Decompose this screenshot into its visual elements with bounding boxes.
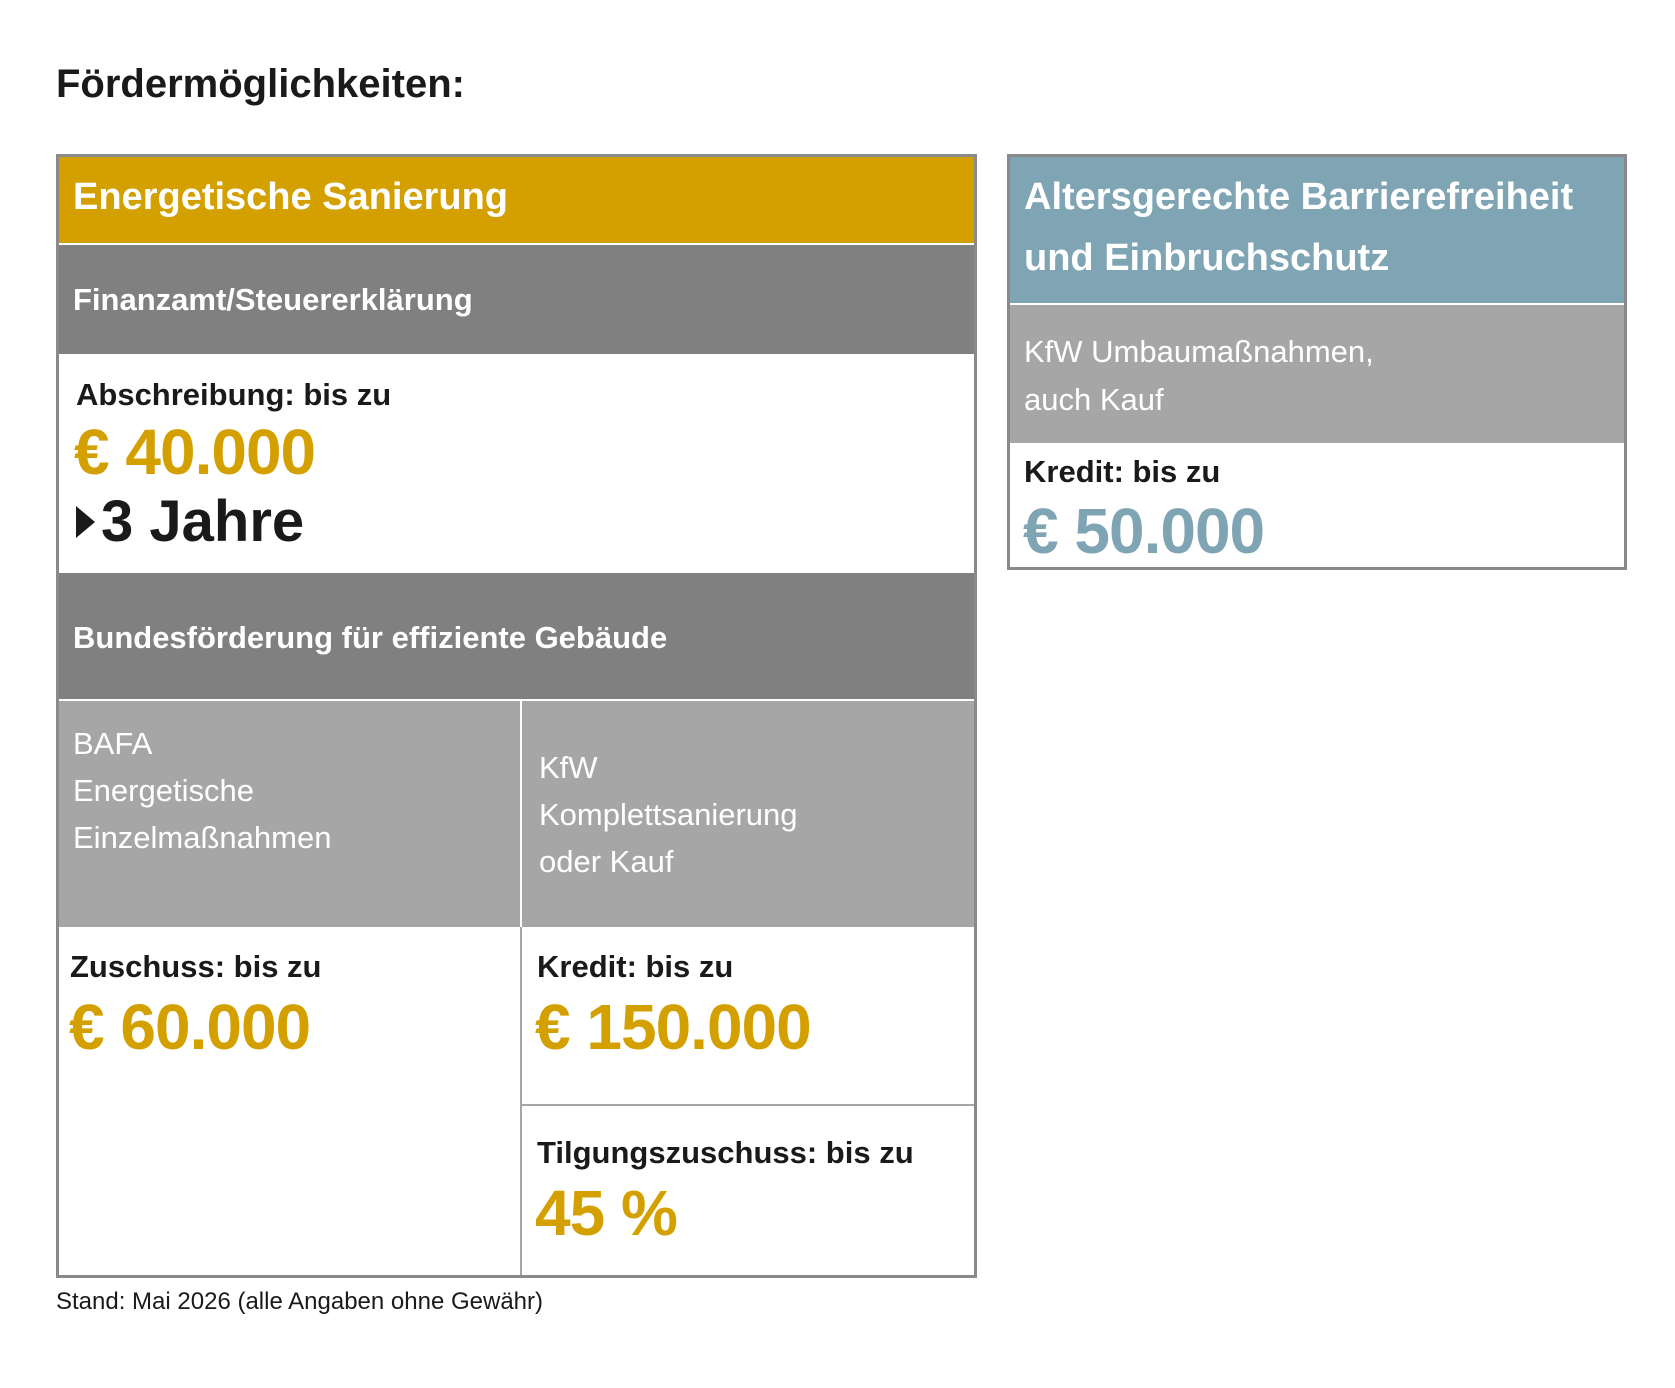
duration: 3 Jahre (101, 489, 305, 555)
page-title: Fördermöglichkeiten: (56, 62, 465, 106)
sub-heading: KfW (539, 749, 598, 785)
sub-heading: Komplettsanierung (539, 796, 798, 832)
panel-header: Energetische Sanierung (73, 176, 509, 219)
label: Kredit: bis zu (537, 948, 734, 984)
section-band (59, 245, 974, 354)
panel-header: und Einbruchschutz (1024, 237, 1390, 280)
divider (520, 927, 522, 1275)
right-panel: Altersgerechte Barrierefreiheit und Einb… (1007, 154, 1627, 570)
label: Abschreibung: bis zu (76, 376, 392, 412)
sub-heading: oder Kauf (539, 843, 674, 879)
label: Tilgungszuschuss: bis zu (537, 1134, 914, 1170)
divider (522, 1104, 974, 1106)
left-panel: Energetische Sanierung Finanzamt/Steuere… (56, 154, 977, 1278)
sub-band (59, 701, 520, 927)
sub-heading: auch Kauf (1024, 381, 1164, 417)
section-heading: Finanzamt/Steuererklärung (73, 281, 473, 317)
amount: € 40.000 (74, 415, 316, 488)
header-band (1010, 157, 1624, 303)
amount: € 50.000 (1023, 494, 1265, 567)
amount: € 150.000 (535, 990, 812, 1063)
sub-heading: KfW Umbaumaßnahmen, (1024, 333, 1374, 369)
amount: 45 % (535, 1176, 678, 1249)
label: Kredit: bis zu (1024, 453, 1221, 489)
sub-heading: Einzelmaßnahmen (73, 819, 332, 855)
sub-heading: BAFA (73, 725, 153, 761)
sub-heading: Energetische (73, 772, 254, 808)
arrow-icon (76, 506, 95, 538)
section-heading: Bundesförderung für effiziente Gebäude (73, 619, 668, 655)
section-band (59, 573, 974, 699)
panel-header: Altersgerechte Barrierefreiheit (1024, 176, 1574, 219)
amount: € 60.000 (69, 990, 311, 1063)
footnote: Stand: Mai 2026 (alle Angaben ohne Gewäh… (56, 1287, 543, 1315)
sub-band (522, 701, 974, 927)
sub-band (1010, 305, 1624, 443)
header-band (59, 157, 974, 243)
label: Zuschuss: bis zu (70, 948, 322, 984)
